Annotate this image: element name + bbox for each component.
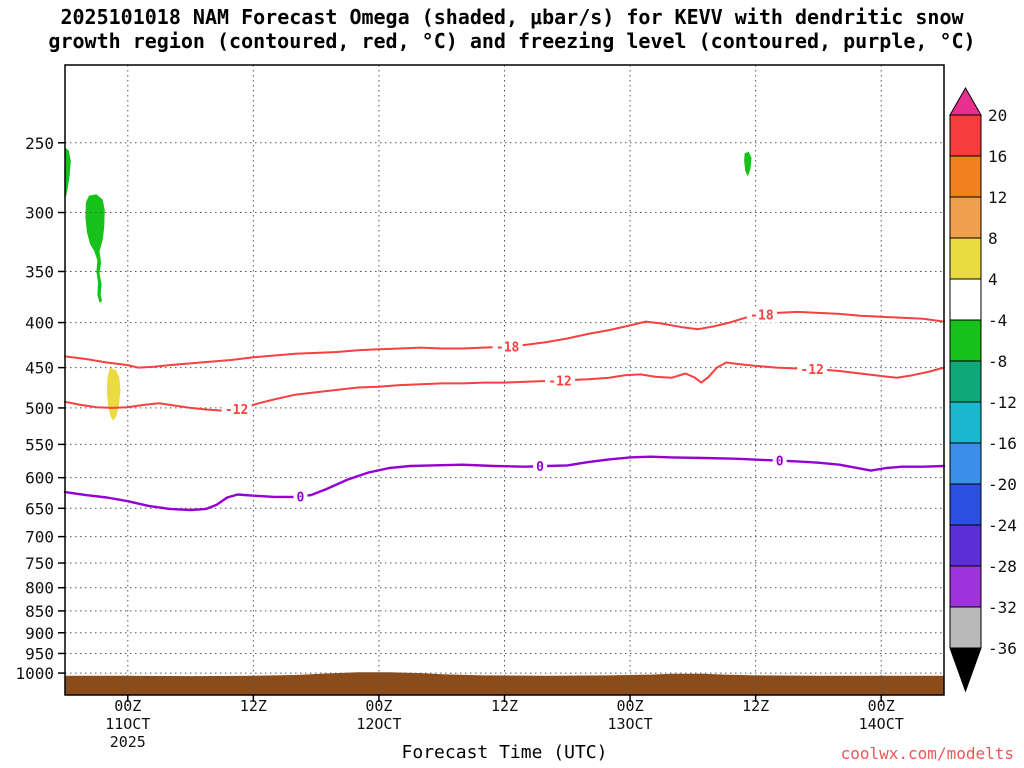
y-tick-label: 1000: [15, 664, 54, 683]
colorbar-label: 8: [988, 229, 998, 248]
x-date-label: 14OCT: [859, 715, 904, 733]
contour-label-bg: [533, 458, 548, 475]
colorbar-label: -24: [988, 516, 1017, 535]
contour-label-bg: [772, 452, 787, 469]
colorbar-label: -8: [988, 352, 1007, 371]
contour-label: -12: [225, 403, 248, 418]
y-tick-label: 450: [25, 359, 54, 378]
chart-title-line2: growth region (contoured, red, °C) and f…: [48, 29, 976, 53]
y-tick-label: 800: [25, 579, 54, 598]
contour-label-bg: [221, 401, 252, 418]
y-tick-label: 600: [25, 469, 54, 488]
contour-label: 0: [776, 455, 784, 470]
colorbar-label: -4: [988, 311, 1007, 330]
colorbar-label: 12: [988, 188, 1007, 207]
colorbar-label: -36: [988, 639, 1017, 658]
colorbar-segment: [949, 524, 982, 567]
colorbar-label: -20: [988, 475, 1017, 494]
colorbar-segment: [949, 401, 982, 444]
colorbar-top-cap: [949, 86, 982, 116]
plot-border: [64, 64, 945, 696]
contour-label-bg: [797, 361, 828, 378]
colorbar-label: 20: [988, 106, 1007, 125]
terrain-surface: [65, 672, 944, 695]
colorbar-label: -12: [988, 393, 1017, 412]
y-tick-label: 900: [25, 624, 54, 643]
contour-freezing-level-0C: [63, 455, 946, 512]
x-tick-label: 00Z: [365, 697, 392, 715]
y-tick-label: 550: [25, 435, 54, 454]
x-year-label: 2025: [110, 733, 146, 751]
y-tick-label: 850: [25, 602, 54, 621]
x-tick-label: 00Z: [617, 697, 644, 715]
colorbar-segment: [949, 196, 982, 239]
contour-label-bg: [293, 488, 308, 505]
y-tick-label: 400: [25, 314, 54, 333]
x-date-label: 12OCT: [356, 715, 401, 733]
contour-label: 0: [536, 460, 544, 475]
y-tick-label: 650: [25, 499, 54, 518]
x-date-label: 11OCT: [105, 715, 150, 733]
x-tick-label: 12Z: [491, 697, 518, 715]
colorbar-label: -32: [988, 598, 1017, 617]
omega-green-blob: [85, 194, 105, 303]
chart-title-line1: 2025101018 NAM Forecast Omega (shaded, μ…: [60, 5, 964, 29]
colorbar-label: 16: [988, 147, 1007, 166]
contour-label-bg: [544, 372, 575, 389]
y-tick-label: 700: [25, 528, 54, 547]
colorbar-segment: [949, 114, 982, 157]
y-tick-label: 750: [25, 554, 54, 573]
colorbar-segment: [949, 360, 982, 403]
colorbar-segment: [949, 278, 982, 321]
contour-label: -18: [750, 309, 774, 324]
colorbar-label: 4: [988, 270, 998, 289]
colorbar-segment: [949, 565, 982, 608]
colorbar-segment: [949, 442, 982, 485]
colorbar-segment: [949, 606, 982, 649]
x-tick-label: 12Z: [742, 697, 769, 715]
contour-dendritic-growth-minus12C: [64, 361, 945, 412]
x-date-label: 13OCT: [607, 715, 652, 733]
colorbar-segment: [949, 237, 982, 280]
colorbar-label: -28: [988, 557, 1017, 576]
omega-green-left-sliver: [65, 147, 71, 197]
contour-label-bg: [492, 338, 523, 355]
colorbar-label: -16: [988, 434, 1017, 453]
colorbar-segment: [949, 319, 982, 362]
x-tick-label: 12Z: [240, 697, 267, 715]
y-tick-label: 500: [25, 399, 54, 418]
contour-label-bg: [746, 306, 777, 323]
colorbar-bottom-cap: [949, 647, 982, 693]
contour-label: -18: [496, 340, 520, 355]
x-axis-title: Forecast Time (UTC): [401, 742, 608, 763]
colorbar-segment: [949, 483, 982, 526]
y-tick-label: 950: [25, 644, 54, 663]
contour-label: -12: [548, 374, 571, 389]
watermark: coolwx.com/modelts: [840, 744, 1014, 763]
x-tick-label: 00Z: [114, 697, 141, 715]
omega-green-small-right: [744, 151, 752, 177]
y-tick-label: 250: [25, 134, 54, 153]
x-tick-label: 00Z: [868, 697, 895, 715]
y-tick-label: 350: [25, 262, 54, 281]
omega-yellow-blob: [106, 367, 121, 421]
contour-label: 0: [297, 490, 305, 505]
y-tick-label: 300: [25, 204, 54, 223]
colorbar-segment: [949, 155, 982, 198]
contour-label: -12: [800, 363, 823, 378]
